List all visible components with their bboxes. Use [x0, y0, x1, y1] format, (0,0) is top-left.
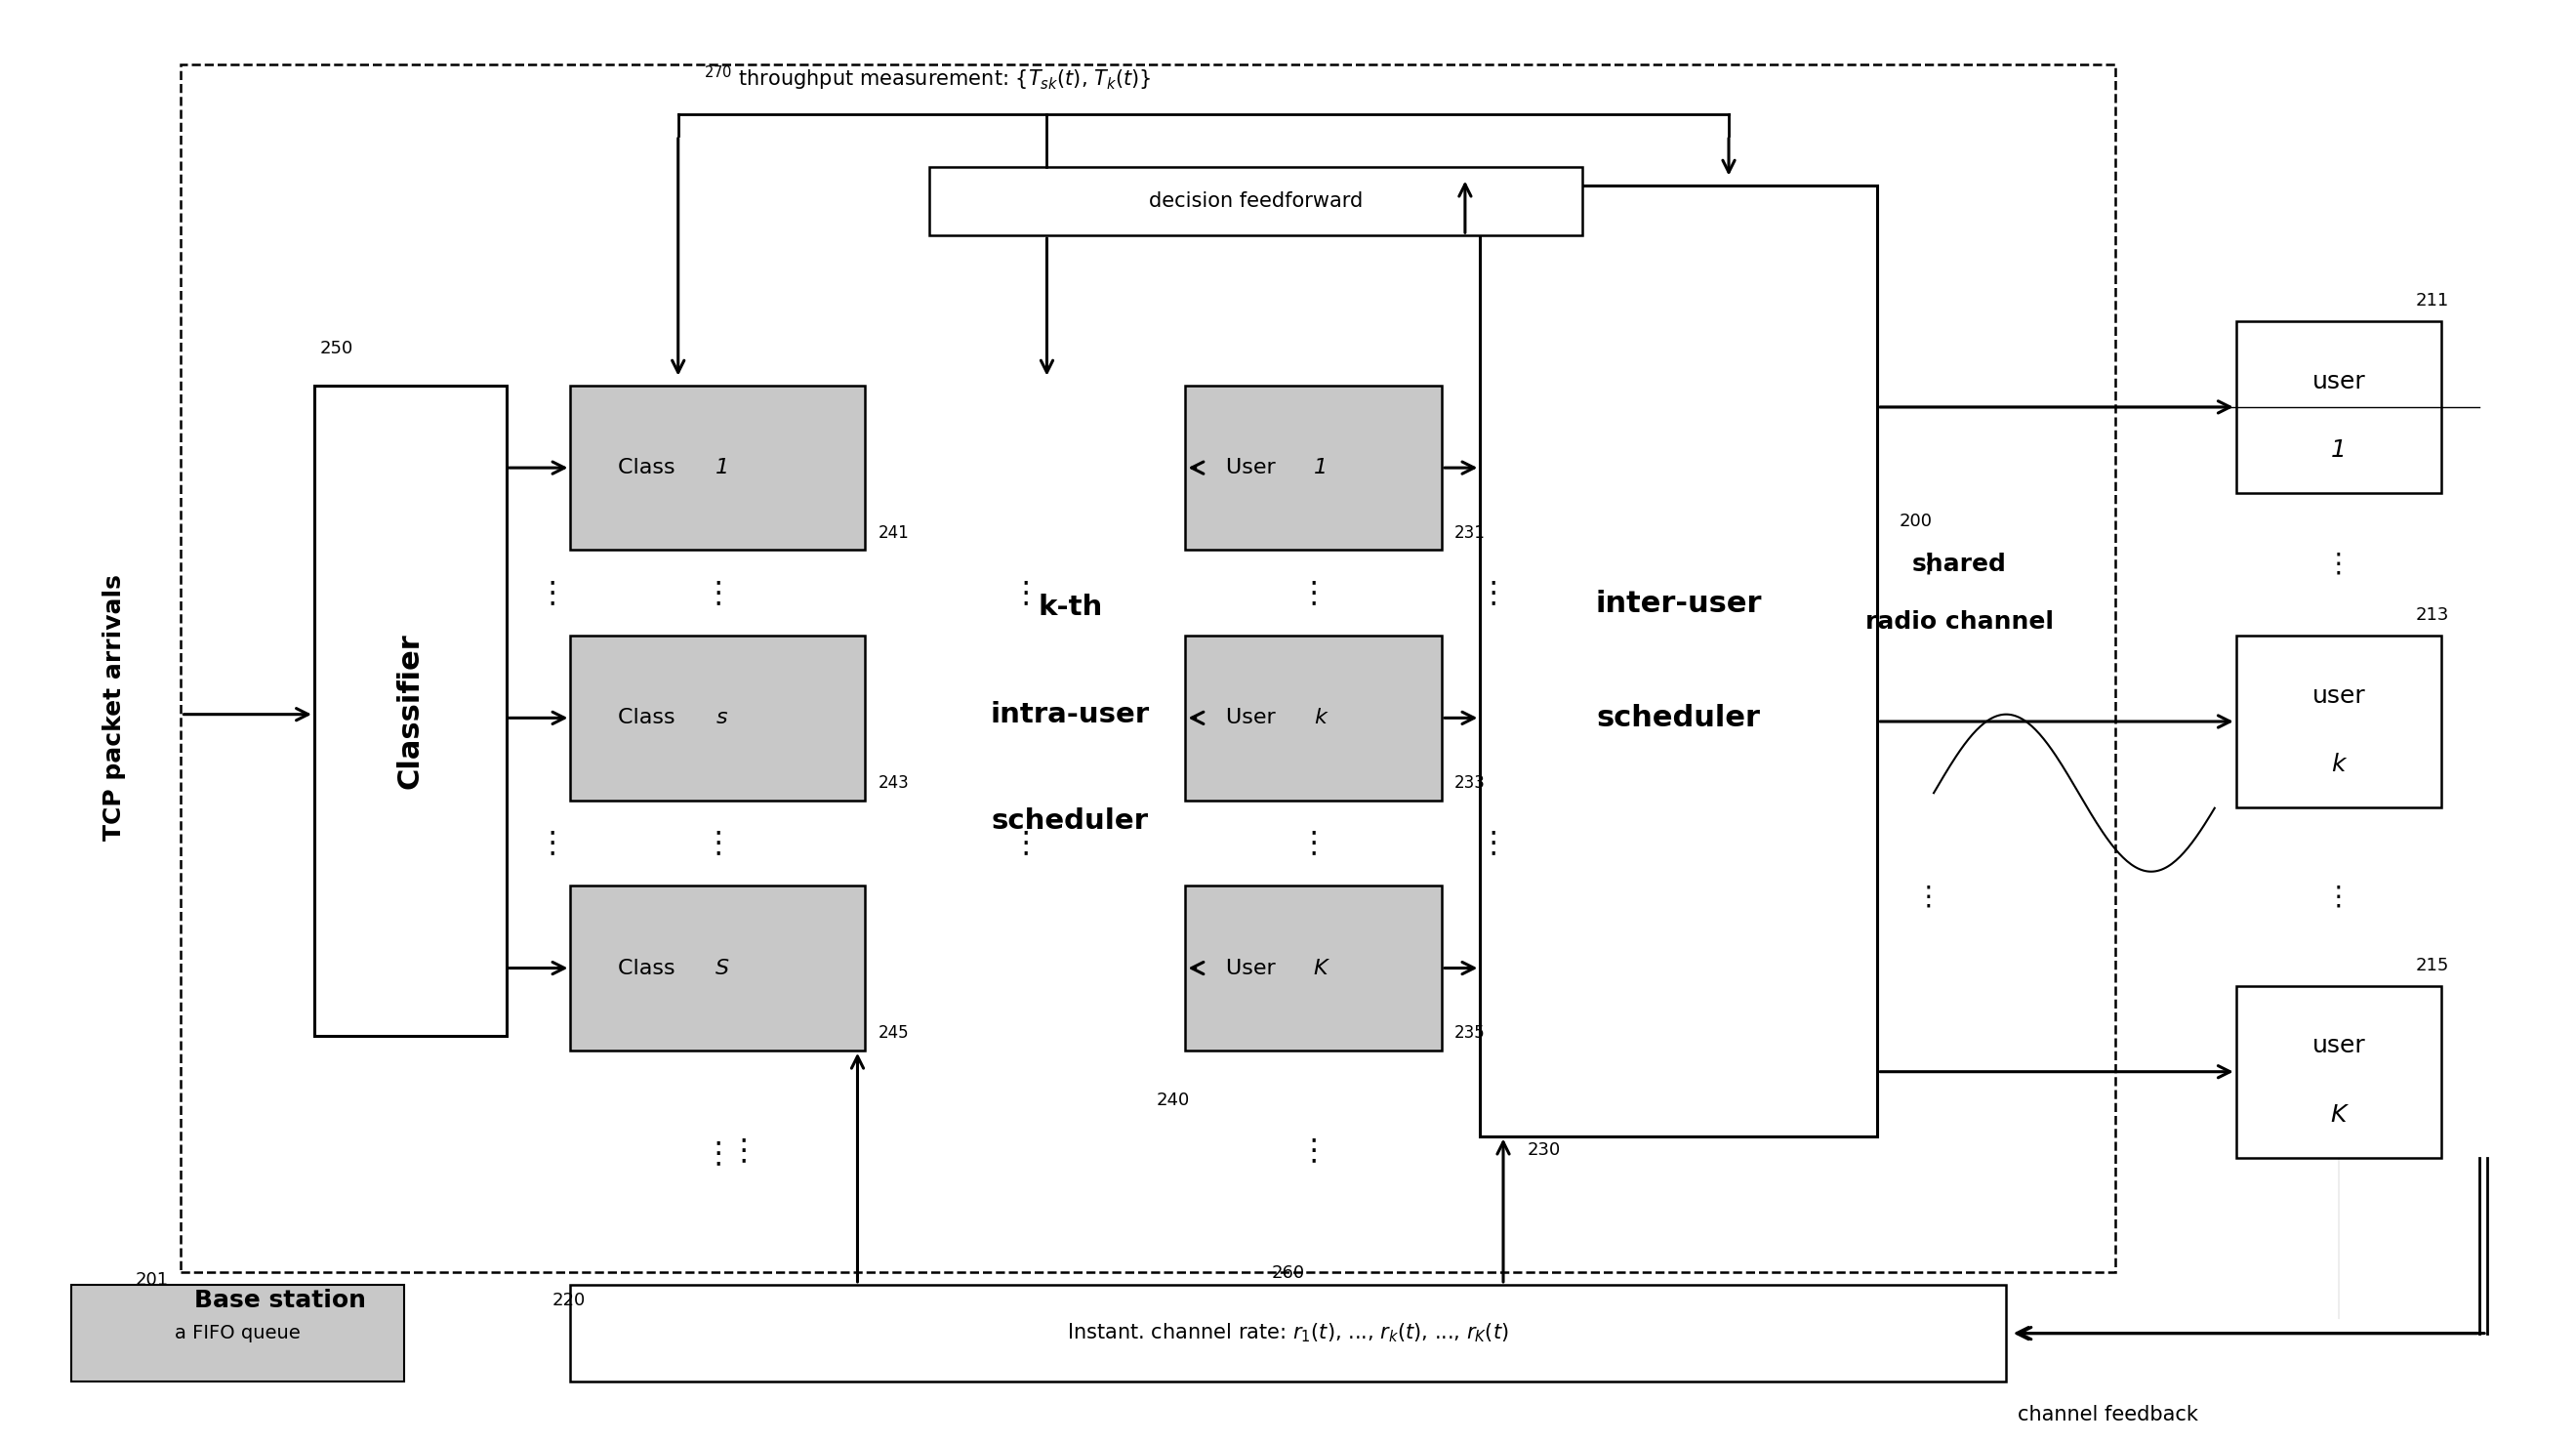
Text: 215: 215	[2416, 957, 2450, 974]
Bar	[569, 1284, 2007, 1382]
Bar	[569, 886, 866, 1051]
Text: ⋮: ⋮	[1914, 883, 1942, 911]
Text: Base station: Base station	[193, 1289, 366, 1312]
Bar	[1185, 385, 1443, 550]
Text: a FIFO queue: a FIFO queue	[175, 1325, 301, 1342]
Text: inter-user: inter-user	[1595, 589, 1762, 618]
Text: ⋮: ⋮	[1298, 828, 1329, 857]
Text: Class: Class	[618, 709, 683, 727]
Text: ⋮: ⋮	[2326, 551, 2352, 579]
Text: 243: 243	[878, 775, 909, 792]
Text: channel feedback: channel feedback	[2017, 1405, 2197, 1424]
Bar	[1185, 886, 1443, 1051]
Bar	[2236, 322, 2442, 494]
Text: ⋮: ⋮	[729, 1136, 757, 1165]
Text: 200: 200	[1899, 512, 1932, 530]
Text: ⋮: ⋮	[703, 828, 732, 857]
Bar	[569, 636, 866, 799]
Text: ⋮: ⋮	[1914, 551, 1942, 579]
Bar	[1185, 636, 1443, 799]
Text: ⋮: ⋮	[1010, 828, 1041, 857]
Text: TCP packet arrivals: TCP packet arrivals	[103, 574, 126, 840]
Text: $^{270}$ throughput measurement: {$T_{sk}(t)$, $T_k(t)$}: $^{270}$ throughput measurement: {$T_{sk…	[703, 63, 1151, 92]
Text: user: user	[2311, 1035, 2365, 1058]
Text: ⋮: ⋮	[1298, 579, 1329, 608]
Text: k-th: k-th	[1038, 593, 1103, 620]
Text: ⋮: ⋮	[1479, 828, 1507, 857]
Text: 235: 235	[1455, 1025, 1486, 1042]
Text: Class: Class	[618, 457, 683, 478]
Text: scheduler: scheduler	[992, 808, 1149, 835]
Bar	[1481, 186, 1878, 1136]
Text: 231: 231	[1455, 524, 1486, 541]
Text: K: K	[1314, 958, 1327, 978]
Text: user: user	[2311, 369, 2365, 392]
Text: radio channel: radio channel	[1865, 610, 2053, 633]
Text: Classifier: Classifier	[397, 633, 425, 789]
Text: k: k	[1314, 709, 1327, 727]
Text: ⋮: ⋮	[1010, 579, 1041, 608]
Bar	[2236, 986, 2442, 1157]
Text: ⋮: ⋮	[703, 1139, 732, 1167]
Text: 1: 1	[2331, 439, 2347, 462]
Text: intra-user: intra-user	[992, 701, 1149, 729]
Text: User: User	[1226, 457, 1283, 478]
Text: 230: 230	[1528, 1141, 1561, 1159]
Bar	[569, 385, 866, 550]
Text: ⋮: ⋮	[538, 828, 567, 857]
Bar	[2236, 636, 2442, 807]
Text: 233: 233	[1455, 775, 1486, 792]
Text: 211: 211	[2416, 293, 2450, 310]
Text: Instant. channel rate: $r_1(t)$, ..., $r_k(t)$, ..., $r_K(t)$: Instant. channel rate: $r_1(t)$, ..., $r…	[1066, 1322, 1510, 1345]
Text: 245: 245	[878, 1025, 909, 1042]
Text: 201: 201	[134, 1271, 167, 1289]
Text: User: User	[1226, 958, 1283, 978]
Bar	[930, 167, 1582, 235]
Text: User: User	[1226, 709, 1283, 727]
Bar	[314, 385, 507, 1036]
Text: 220: 220	[554, 1291, 585, 1309]
Text: 241: 241	[878, 524, 909, 541]
Text: 250: 250	[319, 339, 353, 356]
Text: user: user	[2311, 684, 2365, 707]
Text: ⋮: ⋮	[2326, 883, 2352, 911]
Text: 1: 1	[1314, 457, 1327, 478]
Bar	[180, 63, 2115, 1271]
Text: 240: 240	[1157, 1091, 1190, 1110]
Text: ⋮: ⋮	[1298, 1136, 1329, 1165]
Text: K: K	[2331, 1102, 2347, 1127]
Text: 1: 1	[716, 457, 729, 478]
Text: k: k	[2331, 753, 2347, 776]
Text: ⋮: ⋮	[538, 579, 567, 608]
Text: 213: 213	[2416, 606, 2450, 625]
Text: scheduler: scheduler	[1597, 704, 1762, 732]
Text: S: S	[716, 958, 729, 978]
Text: ⋮: ⋮	[1479, 579, 1507, 608]
Text: Class: Class	[618, 958, 683, 978]
Text: 260: 260	[1273, 1264, 1303, 1281]
Text: ⋮: ⋮	[703, 579, 732, 608]
Text: decision feedforward: decision feedforward	[1149, 192, 1363, 211]
Bar	[70, 1284, 404, 1382]
Text: s: s	[716, 709, 726, 727]
Text: shared: shared	[1911, 553, 2007, 576]
